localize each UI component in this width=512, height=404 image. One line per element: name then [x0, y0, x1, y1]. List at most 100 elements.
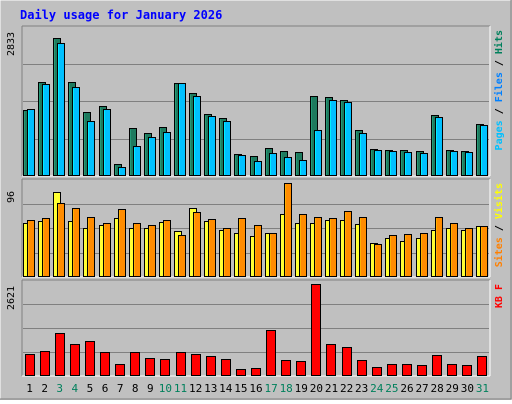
legend-entry: Hits	[493, 30, 505, 54]
bar-files-day-26	[404, 152, 412, 176]
legend-visits-sites: Sites / Visits	[493, 183, 505, 267]
legend-entry: /	[494, 219, 505, 237]
bar-sites-day-30	[465, 228, 473, 277]
x-tick-label-day-13: 13	[204, 382, 217, 395]
bar-files-day-23	[359, 133, 367, 176]
bar-sites-day-10	[163, 220, 171, 277]
x-tick-label-day-14: 14	[219, 382, 233, 395]
bar-kb-f-day-11	[176, 352, 186, 376]
bar-files-day-2	[42, 84, 50, 176]
bar-files-day-6	[103, 109, 111, 176]
bar-files-day-10	[163, 132, 171, 176]
x-tick-label-day-25: 25	[385, 382, 398, 395]
legend-entry: F	[494, 284, 505, 290]
bar-kb-f-day-26	[402, 364, 412, 376]
x-tick-label-day-31: 31	[476, 382, 489, 395]
legend-entry: Visits	[493, 183, 505, 219]
bar-files-day-1	[27, 109, 35, 176]
bar-files-day-29	[450, 151, 458, 176]
bar-kb-f-day-10	[160, 359, 170, 376]
legend-entry: Files	[493, 72, 505, 102]
bar-sites-day-12	[193, 212, 201, 277]
bar-kb-f-day-9	[145, 358, 155, 376]
bar-sites-day-8	[133, 223, 141, 277]
x-tick-label-day-22: 22	[340, 382, 353, 395]
chart-panels: 2833 Pages / Files / Hits 96 Sites / Visits…	[6, 25, 505, 377]
bar-sites-day-27	[420, 233, 428, 277]
x-tick-label-day-10: 10	[159, 382, 172, 395]
x-tick-label-day-17: 17	[264, 382, 277, 395]
legend-entry: /	[494, 102, 505, 120]
x-tick-label-day-11: 11	[174, 382, 187, 395]
x-tick-label-day-28: 28	[431, 382, 444, 395]
legend-entry: Sites	[493, 237, 505, 267]
legend-entry: /	[494, 54, 505, 72]
bar-kb-f-day-18	[281, 360, 291, 376]
y-axis-max-label: 96	[6, 191, 17, 203]
bar-kb-f-day-21	[326, 344, 336, 376]
panel-visits-sites: 96 Sites / Visits	[6, 178, 505, 278]
bar-sites-day-14	[223, 228, 231, 277]
bar-kb-f-day-12	[191, 354, 201, 376]
x-tick-label-day-15: 15	[234, 382, 247, 395]
bar-kb-f-day-19	[296, 361, 306, 376]
bar-kb-f-day-22	[342, 347, 352, 376]
x-tick-label-day-23: 23	[355, 382, 368, 395]
bar-sites-day-17	[269, 233, 277, 277]
legend-entry: KB	[494, 296, 505, 308]
bar-sites-day-26	[404, 234, 412, 277]
bar-sites-day-7	[118, 209, 126, 277]
bar-sites-day-28	[435, 217, 443, 277]
bar-sites-day-21	[329, 218, 337, 277]
bar-sites-day-9	[148, 225, 156, 277]
x-tick-label-day-4: 4	[72, 382, 79, 395]
bar-files-day-22	[344, 102, 352, 176]
x-tick-label-day-2: 2	[41, 382, 48, 395]
x-tick-label-day-6: 6	[102, 382, 109, 395]
legend-kbytes: KB F	[494, 284, 505, 308]
bar-kb-f-day-30	[462, 365, 472, 376]
bar-sites-day-4	[72, 208, 80, 277]
bar-sites-day-25	[389, 235, 397, 277]
y-axis-max-label: 2621	[6, 286, 17, 310]
bar-files-day-31	[480, 125, 488, 176]
bar-kb-f-day-4	[70, 344, 80, 376]
bar-kb-f-day-2	[40, 351, 50, 376]
bar-sites-day-22	[344, 211, 352, 277]
bar-sites-day-31	[480, 226, 488, 277]
legend-hits-files-pages: Pages / Files / Hits	[493, 30, 505, 150]
panel-hits-files-pages: 2833 Pages / Files / Hits	[6, 25, 505, 177]
x-tick-label-day-29: 29	[446, 382, 459, 395]
bar-kb-f-day-24	[372, 367, 382, 376]
bar-files-day-4	[72, 87, 80, 176]
bar-files-day-9	[148, 137, 156, 176]
bar-kb-f-day-1	[25, 354, 35, 376]
bar-sites-day-15	[238, 218, 246, 277]
bar-kb-f-day-7	[115, 364, 125, 376]
x-tick-label-day-5: 5	[87, 382, 94, 395]
bar-kb-f-day-6	[100, 352, 110, 376]
bar-files-day-17	[269, 153, 277, 176]
x-tick-label-day-16: 16	[249, 382, 262, 395]
bar-sites-day-24	[374, 244, 382, 277]
panel-kbytes: 2621 KB F	[6, 279, 505, 377]
bar-sites-day-20	[314, 217, 322, 277]
x-tick-label-day-1: 1	[26, 382, 33, 395]
x-tick-label-day-3: 3	[56, 382, 63, 395]
bar-files-day-27	[420, 153, 428, 176]
chart-title: Daily usage for January 2026	[20, 8, 222, 22]
x-tick-label-day-18: 18	[280, 382, 293, 395]
bar-files-day-3	[57, 43, 65, 176]
bar-files-day-30	[465, 152, 473, 176]
bar-sites-day-6	[103, 223, 111, 277]
bar-sites-day-29	[450, 223, 458, 277]
bar-files-day-15	[238, 155, 246, 176]
bar-files-day-12	[193, 96, 201, 176]
bar-kb-f-day-20	[311, 284, 321, 376]
bar-files-day-19	[299, 160, 307, 176]
bar-sites-day-23	[359, 217, 367, 277]
x-tick-label-day-26: 26	[400, 382, 413, 395]
bar-files-day-14	[223, 121, 231, 176]
